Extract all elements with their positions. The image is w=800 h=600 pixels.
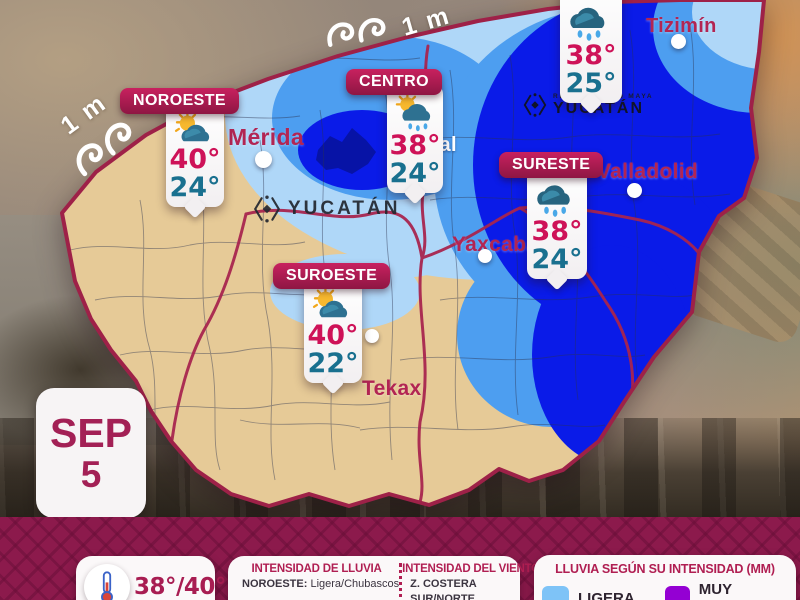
rain-intensity-column: INTENSIDAD DE LLUVIA NOROESTE: Ligera/Ch… — [234, 563, 403, 600]
city-dot-tekax — [365, 329, 379, 343]
rain-core-merida — [316, 128, 376, 174]
sun-cloud-icon — [174, 110, 210, 142]
rain-intensity-title: INTENSIDAD DE LLUVIA — [251, 563, 382, 575]
rain-cloud-icon — [537, 185, 570, 217]
forecast-card-noreste: 38° 25° — [560, 0, 622, 104]
date-card: SEP 5 — [36, 388, 146, 518]
yucatan-watermark-label: YUCATÁN — [288, 198, 401, 219]
legend-item-ligera: LIGERA — [542, 586, 665, 600]
temp-high: 38° — [565, 40, 617, 71]
region-banner-sureste: SURESTE — [499, 152, 604, 178]
wave-height-marker: 1 m — [44, 80, 150, 185]
city-dot-tizimin — [671, 34, 686, 49]
state-border — [60, 0, 766, 508]
wind-zone-line: Z. COSTERA — [410, 578, 477, 590]
temperature-summary-card: 38°/40° — [76, 556, 226, 600]
rain-cloud-icon — [570, 7, 605, 41]
city-label-merida: Mérida — [228, 124, 304, 150]
region-banner-centro: CENTRO — [346, 69, 442, 95]
wave-icon — [76, 122, 132, 177]
wave-height-label: 1 m — [398, 0, 454, 42]
city-dot-yaxcaba — [478, 249, 492, 263]
wind-intensity-title: INTENSIDAD DEL VIENTO — [402, 563, 541, 575]
temperature-summary: 38°/40° — [134, 574, 226, 600]
forecast-card-centro: 38° 24° — [387, 84, 443, 194]
region-banner-noroeste: NOROESTE — [120, 88, 239, 114]
legend-item-muy-fuerte: MUY FUERTE — [665, 581, 788, 600]
city-label-valladolid: Valladolid — [597, 160, 699, 183]
city-label-tizimin: Tizimín — [646, 15, 717, 37]
rain-legend-card: LLUVIA SEGÚN SU INTENSIDAD (MM) LIGERA M… — [534, 555, 796, 600]
forecast-card-sureste: 38° 24° — [527, 168, 587, 280]
rain-region-label: NOROESTE: — [242, 578, 308, 590]
legend-swatch-ligera — [542, 586, 569, 600]
logo-title: YUCATÁN — [553, 99, 645, 117]
city-dot-valladolid — [627, 183, 642, 198]
legend-swatch-muy-fuerte — [665, 586, 690, 600]
temp-low: 24° — [169, 171, 221, 203]
forecast-card-suroeste: 40° 22° — [304, 278, 362, 384]
temp-low: 24° — [389, 157, 441, 189]
yucatan-watermark: YUCATÁN — [252, 194, 400, 224]
thermometer-icon — [101, 571, 113, 600]
temp-high: 38° — [389, 130, 441, 161]
rain-intensity-line: NOROESTE: Ligera/Chubascos — [234, 578, 399, 590]
sun-cloud-icon — [312, 286, 348, 318]
wave-icon — [327, 17, 386, 47]
wind-direction-line: SUR/NORTE — [410, 593, 475, 600]
maya-glyph-icon — [253, 195, 281, 223]
temp-high: 38° — [531, 216, 583, 247]
city-label-yaxcaba: Yaxcabá — [452, 233, 539, 256]
date-day: 5 — [80, 454, 102, 495]
temp-high: 40° — [307, 320, 359, 351]
temp-low: 22° — [307, 347, 359, 379]
thermometer-badge — [84, 564, 130, 600]
city-dot-merida — [255, 151, 272, 168]
temp-high: 40° — [169, 144, 221, 175]
rain-legend-row: LIGERA MUY FUERTE — [542, 581, 788, 600]
city-label-tekax: Tekax — [362, 377, 422, 400]
legend-label-muy-fuerte: MUY FUERTE — [698, 581, 759, 600]
wind-intensity-column: INTENSIDAD DEL VIENTO Z. COSTERA SUR/NOR… — [402, 563, 540, 600]
rain-region-value: Ligera/Chubascos — [310, 578, 400, 590]
maya-glyph-icon — [523, 93, 547, 117]
forecast-card-noroeste: 40° 24° — [166, 102, 224, 208]
temp-low: 24° — [531, 243, 583, 275]
intensity-card: INTENSIDAD DE LLUVIA NOROESTE: Ligera/Ch… — [228, 556, 540, 600]
region-banner-suroeste: SUROESTE — [273, 263, 391, 289]
wave-height-marker: 1 m — [322, 0, 453, 55]
rain-area-light-corner — [692, 0, 764, 70]
date-month: SEP — [49, 410, 133, 456]
sun-rain-cloud-icon — [395, 92, 431, 132]
temp-low: 25° — [565, 67, 617, 99]
rain-legend-title: LLUVIA SEGÚN SU INTENSIDAD (MM) — [555, 562, 775, 576]
legend-label-ligera: LIGERA — [578, 589, 635, 600]
